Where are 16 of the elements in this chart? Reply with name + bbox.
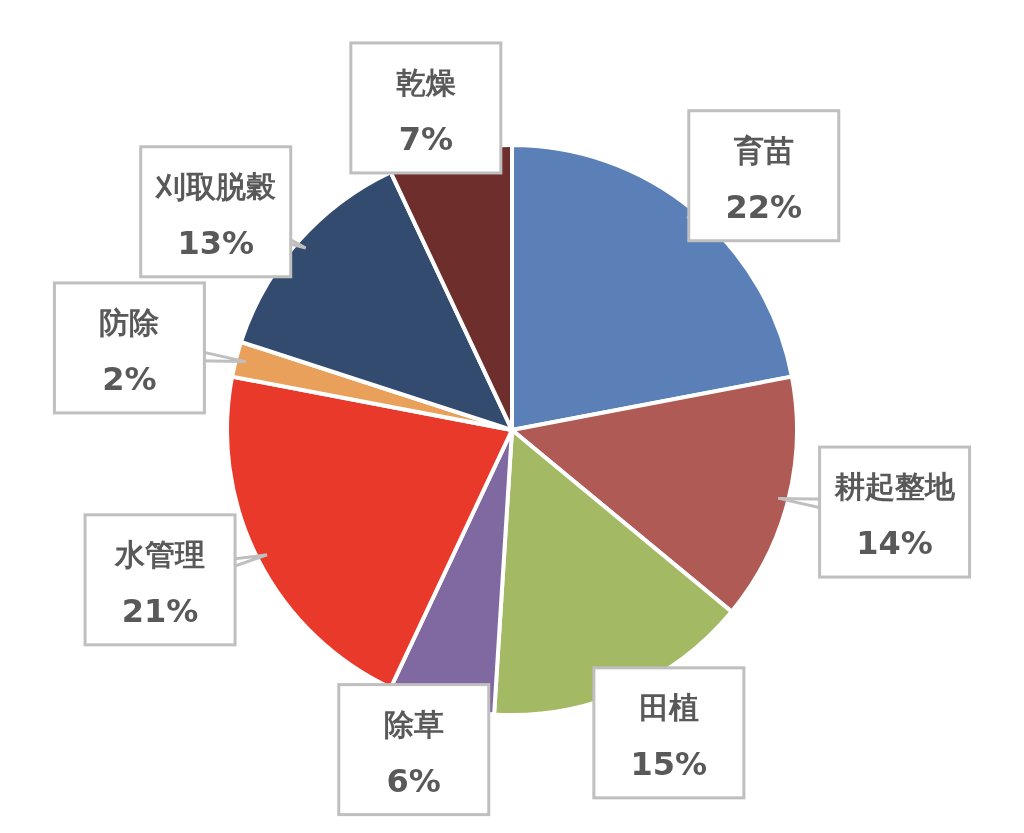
slice-label: 育苗 — [732, 132, 794, 168]
data-label: 6% — [386, 761, 441, 800]
slice-label: 乾燥 — [395, 64, 456, 100]
data-label: 14% — [856, 524, 933, 563]
data-label: 7% — [398, 119, 453, 158]
data-label: 15% — [630, 744, 708, 783]
slice-label: 水管理 — [114, 536, 206, 572]
slice-label: 防除 — [99, 304, 160, 340]
data-label: 21% — [121, 591, 199, 630]
slice-label: 田植 — [638, 689, 699, 725]
data-label: 22% — [725, 187, 803, 226]
slice-label: 耕起整地 — [833, 469, 956, 505]
data-label: 13% — [177, 223, 254, 262]
slice-label: 刈取脱穀 — [153, 168, 276, 204]
slice-label: 除草 — [383, 706, 444, 742]
data-label: 2% — [102, 359, 157, 398]
